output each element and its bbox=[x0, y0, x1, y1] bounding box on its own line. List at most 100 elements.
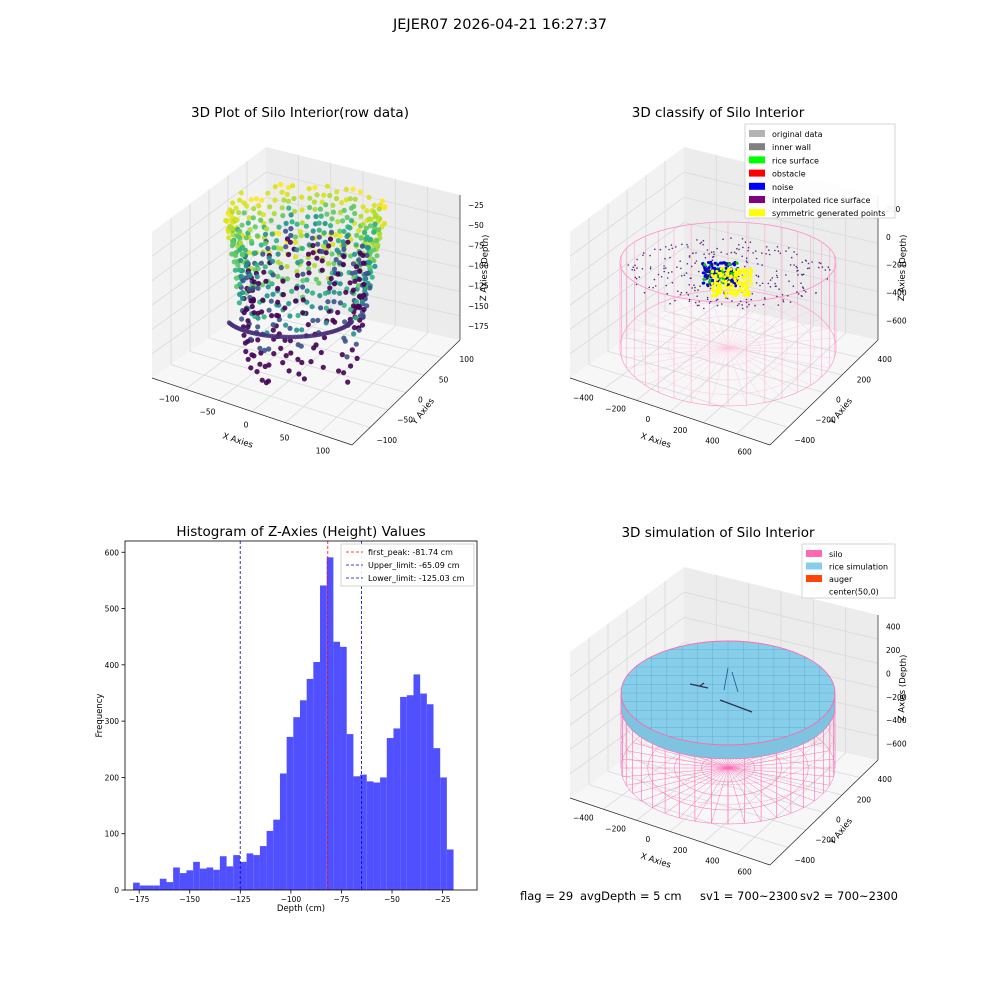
raw-point bbox=[321, 335, 328, 341]
raw-point bbox=[287, 313, 293, 319]
interpolated-point bbox=[802, 273, 805, 276]
interpolated-point bbox=[730, 237, 732, 239]
raw-point bbox=[272, 197, 278, 203]
raw-point bbox=[286, 251, 292, 258]
raw-point bbox=[283, 244, 289, 250]
interpolated-point bbox=[787, 295, 789, 297]
raw-point bbox=[316, 220, 322, 226]
symmetric-point bbox=[743, 270, 747, 274]
raw-point bbox=[237, 235, 243, 241]
raw-point bbox=[280, 360, 286, 366]
x-tick-label: −400 bbox=[573, 813, 594, 822]
interpolated-point bbox=[768, 249, 770, 251]
z-tick-label: −400 bbox=[886, 716, 907, 725]
classified-cluster bbox=[701, 260, 754, 298]
raw-point bbox=[284, 263, 290, 270]
y-axis-label: Frequency bbox=[95, 694, 105, 738]
raw-point bbox=[259, 197, 265, 203]
symmetric-point bbox=[711, 284, 715, 288]
interpolated-point bbox=[688, 255, 691, 257]
interpolated-point bbox=[746, 261, 748, 264]
legend-label: first_peak: -81.74 cm bbox=[368, 548, 453, 557]
legend-label: symmetric generated points bbox=[772, 209, 885, 218]
interpolated-point bbox=[745, 301, 748, 304]
raw-point bbox=[348, 218, 355, 224]
raw-point bbox=[305, 214, 311, 220]
interpolated-point bbox=[679, 293, 682, 296]
z-tick-label: 200 bbox=[886, 646, 901, 655]
interpolated-point bbox=[826, 278, 829, 280]
interpolated-point bbox=[800, 295, 803, 297]
interpolated-point bbox=[785, 274, 787, 276]
raw-point bbox=[239, 295, 245, 302]
symmetric-point bbox=[724, 281, 728, 285]
raw-point bbox=[299, 207, 305, 213]
raw-point bbox=[367, 237, 373, 243]
interpolated-point bbox=[744, 241, 747, 243]
raw-point bbox=[270, 322, 276, 328]
raw-point bbox=[283, 228, 289, 234]
raw-point bbox=[357, 268, 363, 274]
histogram-bar bbox=[286, 736, 294, 890]
interpolated-point bbox=[785, 250, 787, 252]
raw-point bbox=[352, 196, 358, 202]
interpolated-point bbox=[793, 251, 795, 253]
y-tick-label: −200 bbox=[815, 416, 836, 425]
interpolated-point bbox=[726, 297, 729, 300]
histogram-bar bbox=[353, 776, 361, 890]
interpolated-point bbox=[796, 291, 798, 293]
histogram-bar bbox=[206, 867, 214, 890]
symmetric-point bbox=[745, 275, 749, 279]
histogram-bar bbox=[186, 870, 194, 890]
interpolated-point bbox=[685, 272, 688, 274]
raw-point bbox=[335, 238, 341, 244]
raw-point bbox=[275, 251, 281, 257]
interpolated-point bbox=[769, 279, 772, 281]
symmetric-point bbox=[730, 275, 733, 279]
raw-point bbox=[325, 299, 331, 305]
classified-point bbox=[706, 284, 710, 288]
raw-point bbox=[297, 229, 303, 235]
raw-point bbox=[314, 255, 320, 261]
interpolated-point bbox=[747, 249, 749, 252]
raw-point bbox=[353, 315, 359, 321]
x-tick-label: −75 bbox=[334, 895, 350, 904]
raw-point bbox=[240, 278, 246, 284]
raw-point bbox=[264, 293, 270, 299]
raw-point bbox=[319, 248, 325, 255]
raw-point bbox=[310, 290, 316, 296]
raw-point bbox=[367, 285, 373, 291]
interpolated-point bbox=[686, 263, 689, 265]
histogram-bar bbox=[393, 728, 401, 890]
raw-point bbox=[260, 297, 266, 303]
raw-point bbox=[359, 243, 365, 249]
raw-point bbox=[275, 273, 281, 279]
interpolated-point bbox=[754, 304, 756, 307]
raw-point bbox=[283, 322, 289, 328]
interpolated-point bbox=[636, 267, 638, 269]
raw-point bbox=[250, 215, 256, 221]
raw-point bbox=[288, 232, 294, 239]
raw-point bbox=[363, 225, 369, 231]
interpolated-point bbox=[752, 252, 754, 254]
raw-point bbox=[361, 281, 367, 287]
interpolated-point bbox=[713, 251, 715, 253]
interpolated-point bbox=[762, 303, 765, 306]
symmetric-point bbox=[725, 271, 728, 275]
legend-label: noise bbox=[772, 183, 793, 192]
interpolated-point bbox=[716, 304, 719, 307]
x-axis-label: X Axies bbox=[639, 851, 672, 870]
raw-point bbox=[241, 332, 247, 338]
raw-point bbox=[313, 276, 319, 282]
legend-label: Upper_limit: -65.09 cm bbox=[368, 561, 460, 570]
silo-floor-spoke bbox=[690, 347, 729, 403]
raw-point bbox=[363, 236, 369, 242]
rice-mesh bbox=[621, 641, 835, 745]
interpolated-point bbox=[741, 307, 744, 310]
histogram-bar bbox=[253, 855, 260, 890]
raw-point bbox=[356, 293, 362, 300]
histogram-bar bbox=[193, 861, 200, 890]
raw-point bbox=[335, 271, 341, 277]
histogram-bar bbox=[166, 882, 174, 890]
histogram-bar bbox=[313, 662, 321, 890]
